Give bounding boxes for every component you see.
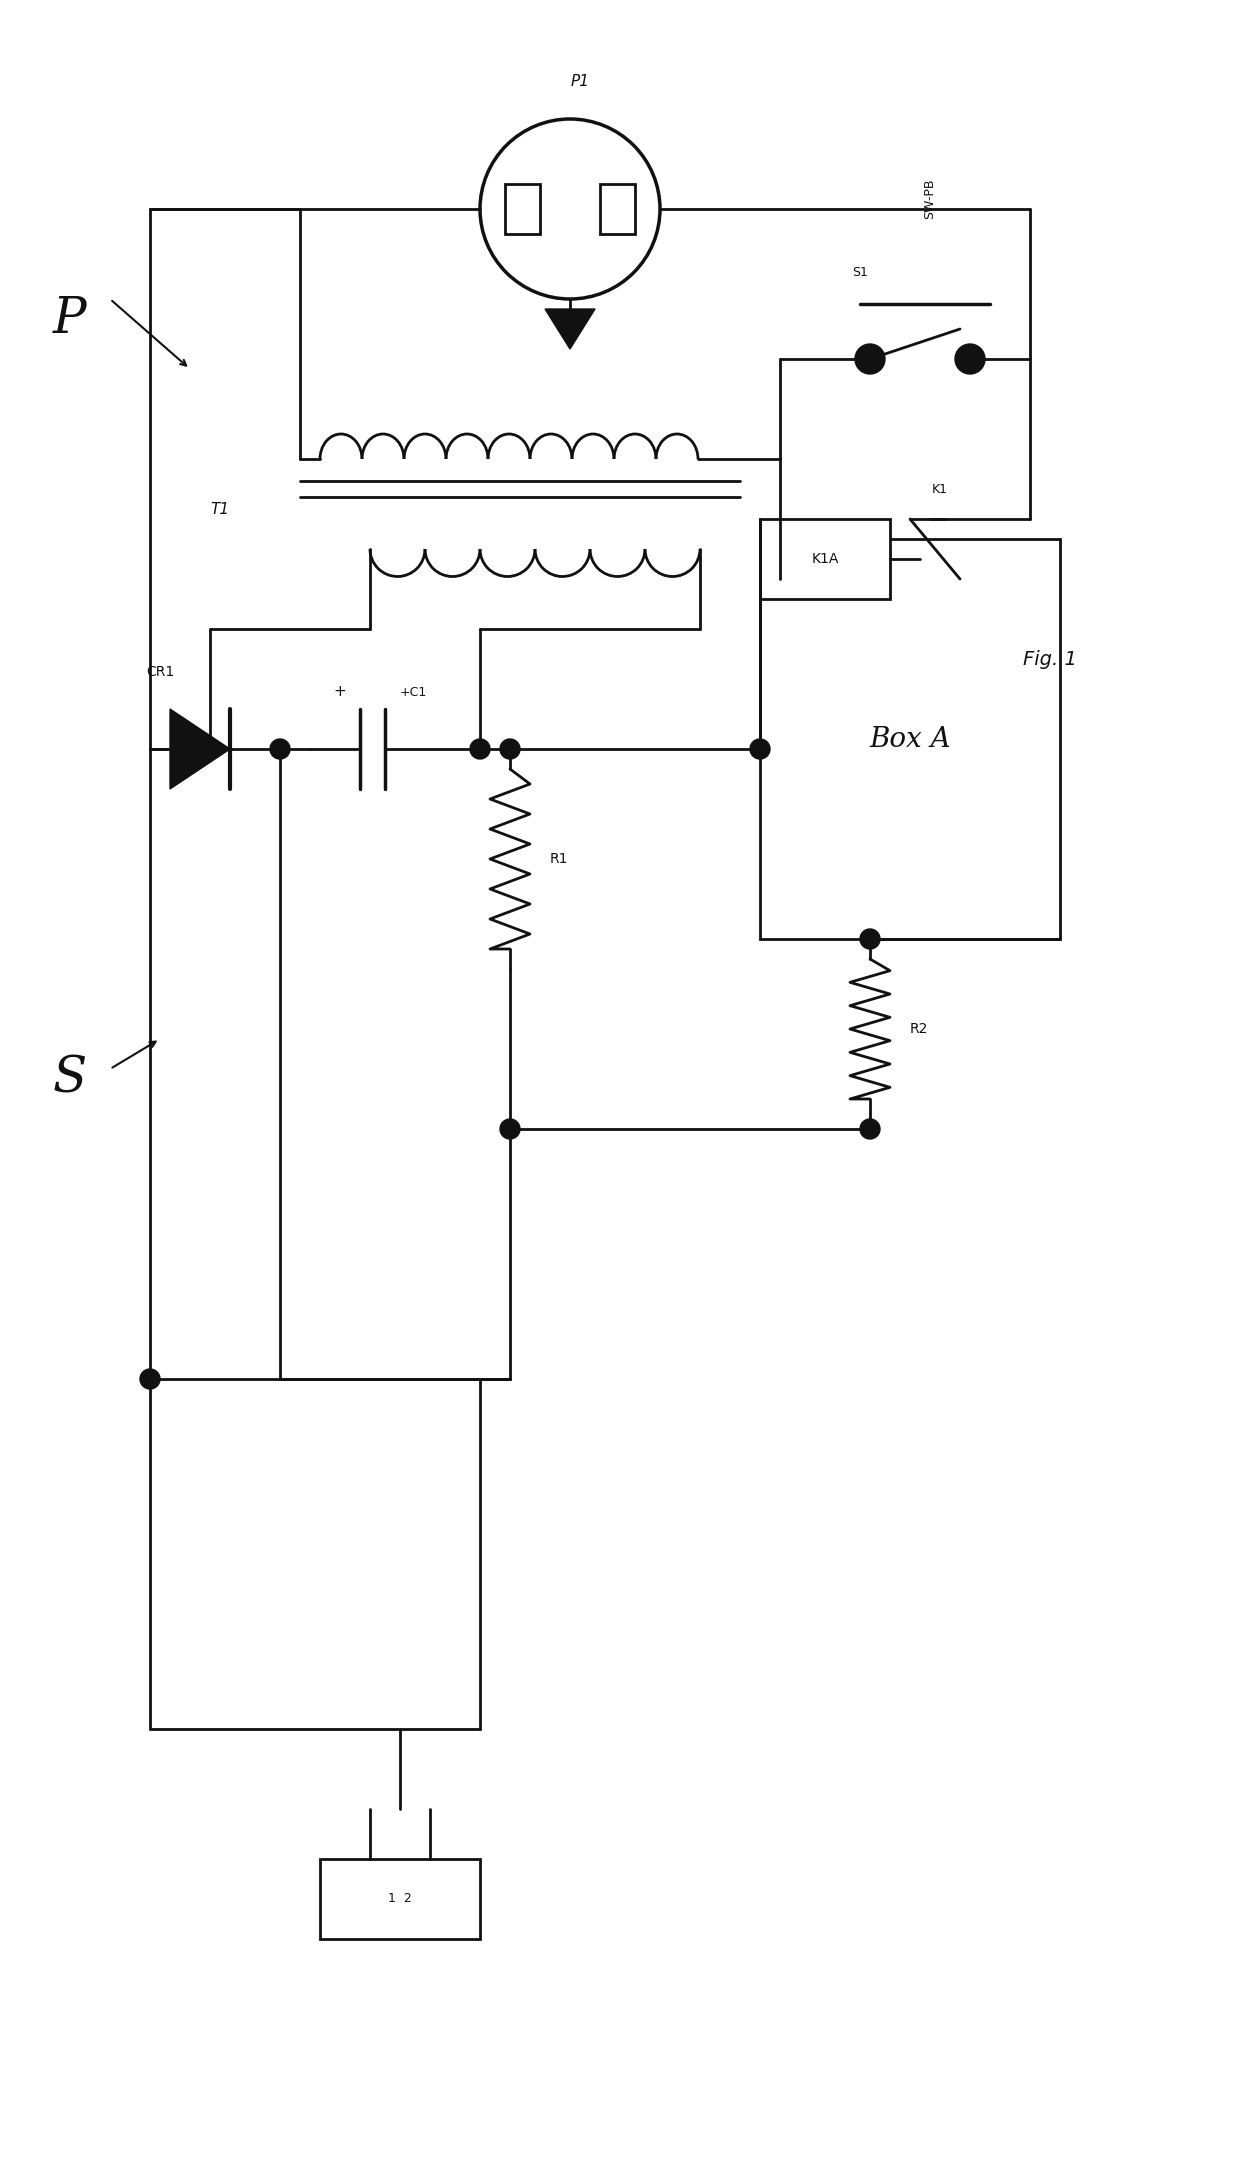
Text: 1  2: 1 2 (388, 1894, 412, 1904)
Text: P: P (53, 294, 87, 344)
Polygon shape (170, 708, 229, 789)
Text: +C1: +C1 (401, 686, 428, 699)
Text: K1A: K1A (811, 551, 838, 567)
Text: S: S (53, 1055, 87, 1105)
Circle shape (500, 739, 520, 758)
Circle shape (955, 344, 985, 375)
FancyBboxPatch shape (600, 183, 635, 233)
Circle shape (861, 928, 880, 950)
FancyBboxPatch shape (760, 519, 890, 599)
Circle shape (140, 1368, 160, 1388)
Text: +: + (334, 684, 346, 699)
Text: SW-PB: SW-PB (924, 179, 936, 220)
Circle shape (750, 739, 770, 758)
Text: T1: T1 (211, 501, 229, 516)
FancyBboxPatch shape (505, 183, 539, 233)
Circle shape (270, 739, 290, 758)
Text: K1: K1 (932, 482, 949, 495)
Text: Box A: Box A (869, 726, 951, 752)
Circle shape (861, 1120, 880, 1140)
Text: R2: R2 (910, 1022, 929, 1035)
Text: P1: P1 (570, 74, 589, 89)
Circle shape (470, 739, 490, 758)
FancyBboxPatch shape (760, 538, 1060, 939)
Polygon shape (546, 309, 595, 349)
Circle shape (500, 1120, 520, 1140)
FancyBboxPatch shape (320, 1859, 480, 1939)
Circle shape (856, 344, 885, 375)
Text: Fig. 1: Fig. 1 (1023, 649, 1076, 669)
Text: R1: R1 (551, 852, 568, 865)
Text: CR1: CR1 (146, 665, 174, 680)
Text: S1: S1 (852, 266, 868, 279)
